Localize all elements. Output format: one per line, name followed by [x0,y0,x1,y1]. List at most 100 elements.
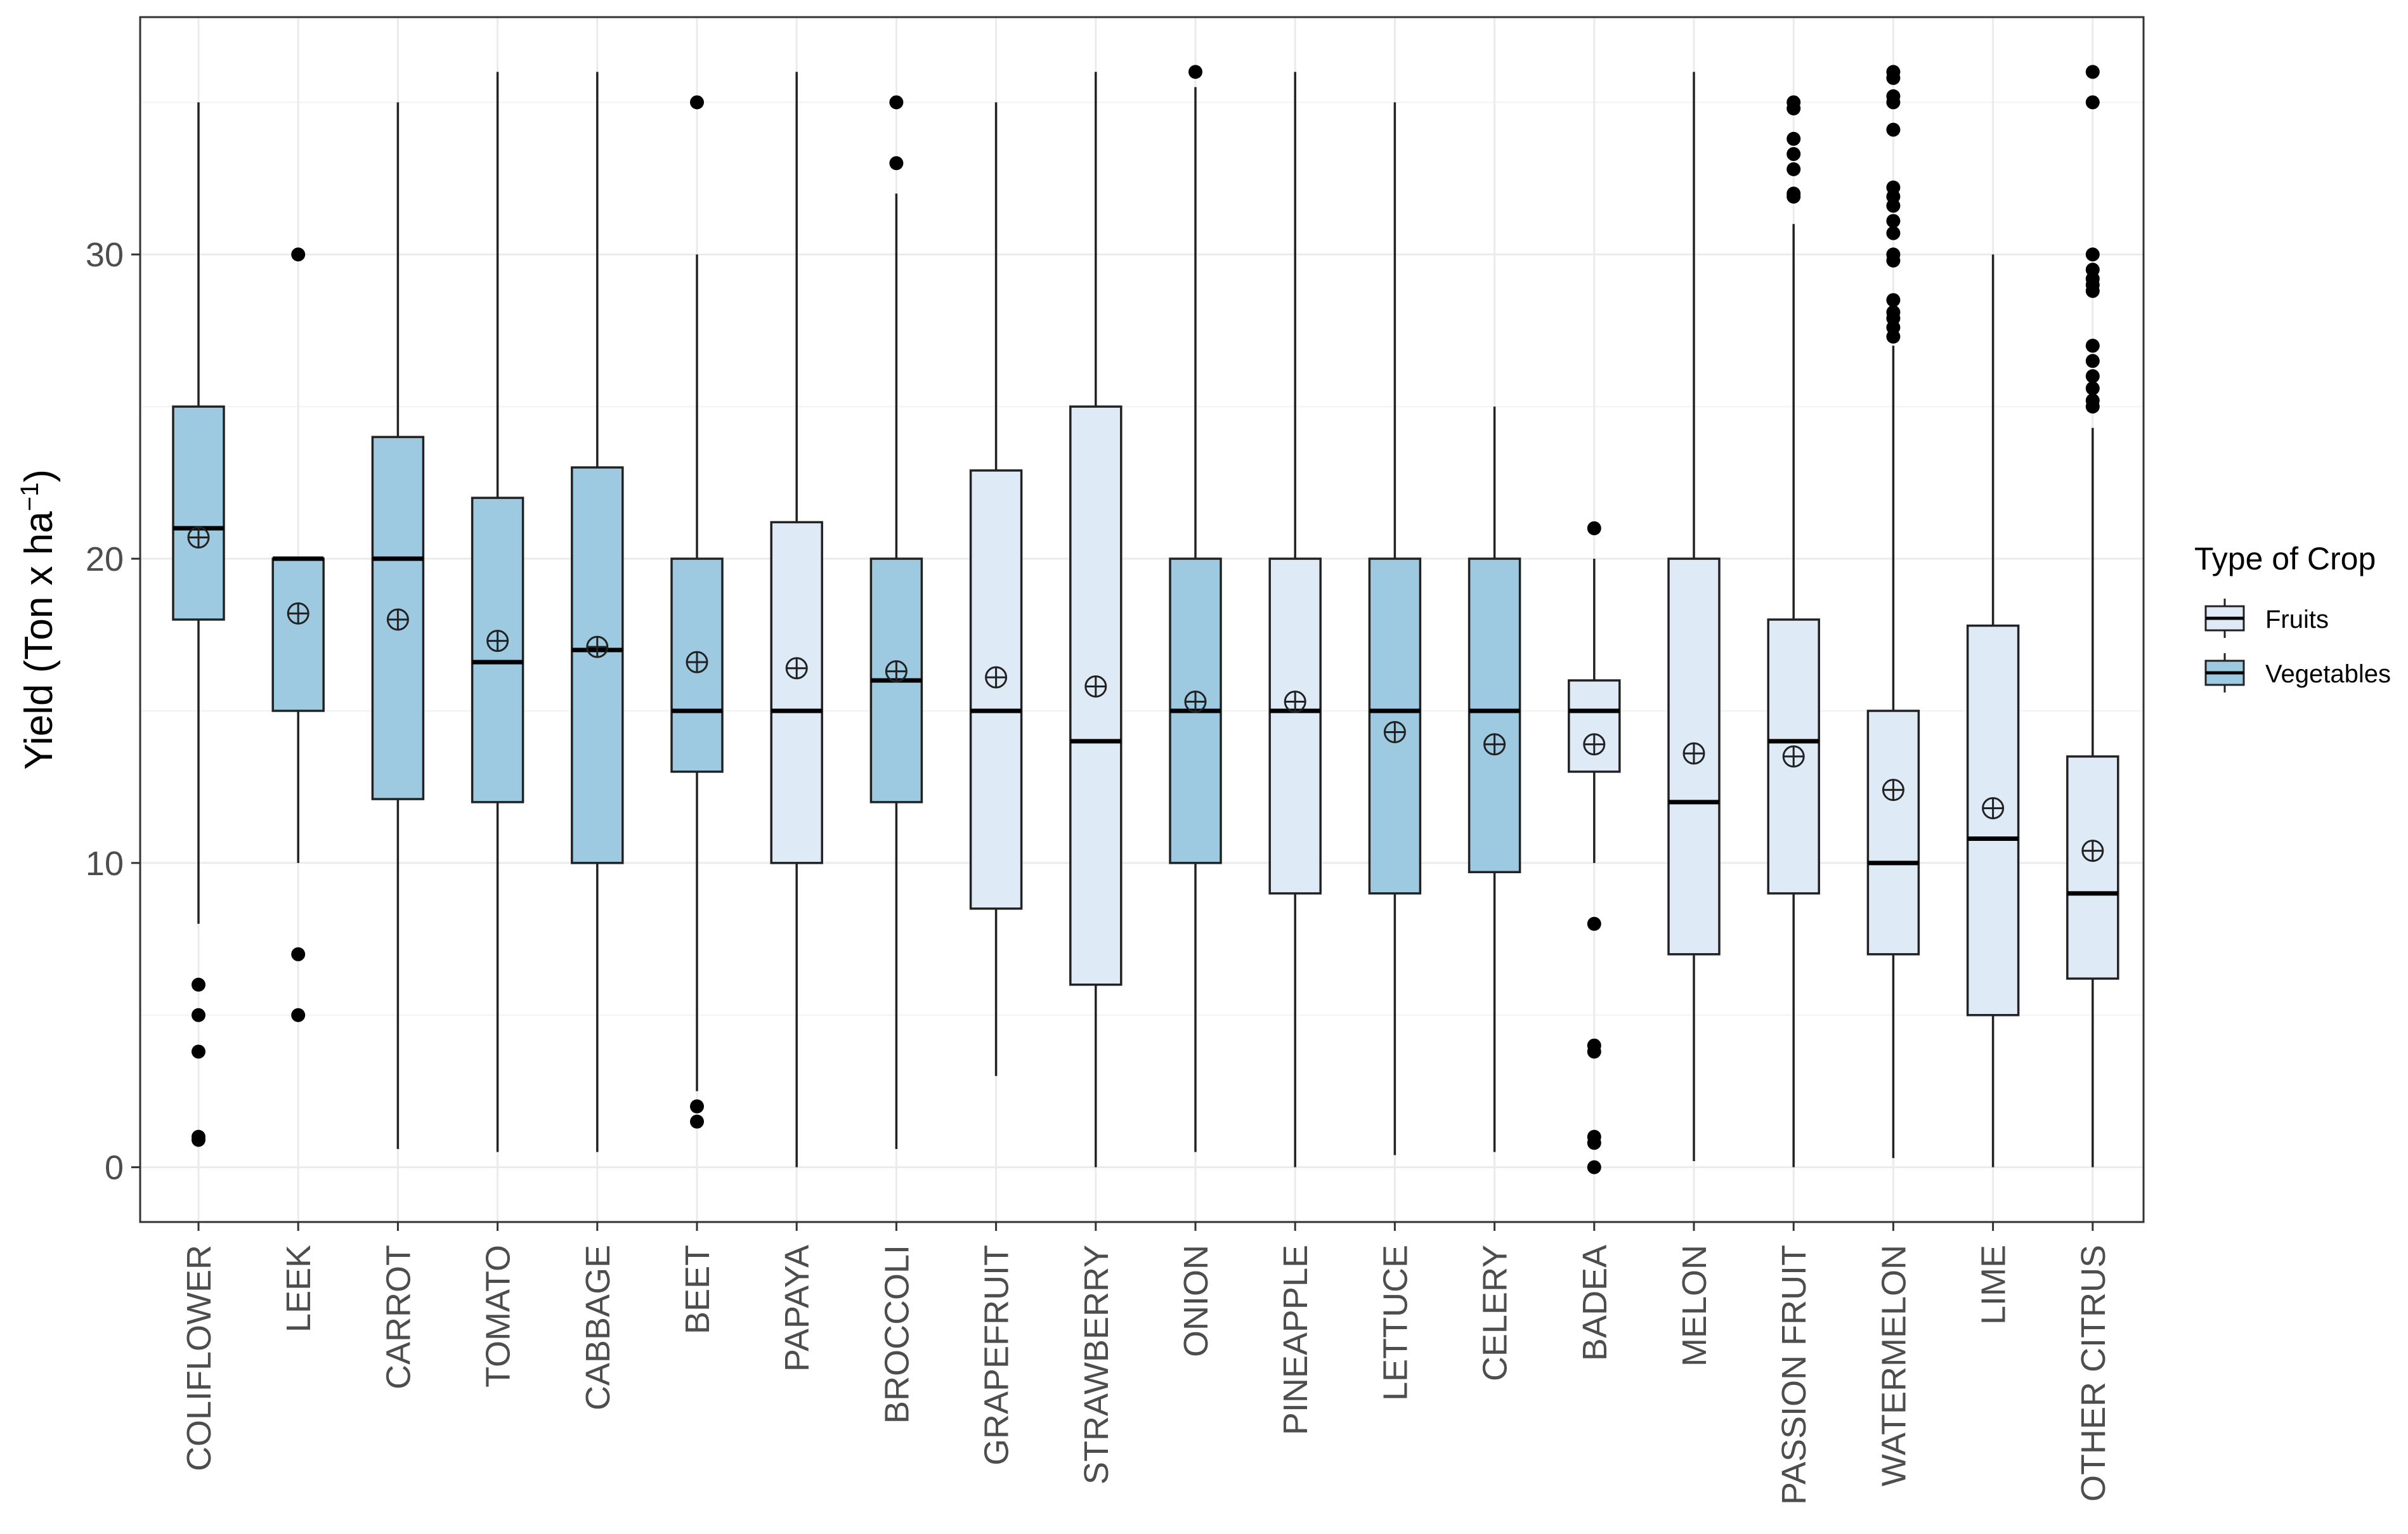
y-axis-title-base: Yield (Ton x ha [17,511,61,770]
legend-label-fruits: Fruits [2265,606,2329,634]
legend-key-vegetables [2204,653,2245,692]
box-tomato [471,72,524,1152]
x-tick-label: LEEK [280,1245,318,1332]
outlier-point [1886,329,1901,344]
box [770,521,823,864]
outlier-point [1587,521,1601,536]
outlier-point [2085,283,2100,298]
outlier-point [1886,198,1901,213]
outlier-point [1786,101,1801,115]
outlier-point [889,95,904,110]
outlier-point [1886,70,1901,85]
y-axis: 0 10 20 30 [86,236,140,1187]
box-watermelon [1866,65,1920,1159]
x-tick-label: BEET [679,1245,717,1334]
box-grapefruit [969,102,1023,1076]
legend-label-vegetables: Vegetables [2265,660,2391,688]
box-pineapple [1268,72,1322,1167]
outlier-point [1188,65,1202,79]
box [1268,557,1322,895]
outlier-point [2085,65,2100,79]
outlier-point [291,947,306,961]
legend: Type of Crop Fruits Vegetables [2194,541,2391,692]
y-tick-label: 20 [86,540,124,578]
outlier-point [2085,95,2100,110]
outlier-point [1886,253,1901,268]
legend-title: Type of Crop [2194,541,2376,576]
y-tick-label: 0 [105,1149,124,1187]
x-tick-label: CELERY [1476,1245,1514,1381]
box [1568,679,1621,773]
box [1966,624,2020,1017]
plot-panel [140,17,2144,1222]
box [969,469,1023,910]
box-cabbage [571,72,624,1152]
x-tick-label: CARROT [379,1245,417,1389]
box-melon [1667,72,1721,1162]
x-tick-label: STRAWBERRY [1077,1245,1116,1485]
box-papaya [770,72,823,1167]
outlier-point [192,1008,205,1022]
box-badea [1568,521,1621,1174]
x-tick-label: LIME [1975,1245,2013,1325]
outlier-point [2085,339,2100,353]
outlier-point [1786,146,1801,161]
plot-border [139,16,2145,1223]
box-leek [271,247,325,1022]
y-tick-label: 10 [86,845,124,883]
x-tick-label: PINEAPPLE [1277,1245,1315,1435]
x-tick-label: GRAPEFRUIT [978,1245,1016,1466]
outlier-point [192,1044,205,1059]
outlier-point [1886,293,1901,308]
box [271,557,325,712]
box [1468,557,1521,873]
outlier-point [2085,381,2100,396]
outlier-point [690,1114,704,1129]
box-lime [1966,254,2020,1167]
x-tick-label: COLIFLOWER [180,1245,218,1471]
box [2066,755,2119,980]
x-tick-label: LETTUCE [1376,1245,1414,1401]
box-beet [670,95,724,1129]
box-celery [1468,406,1521,1152]
x-tick-label: TOMATO [479,1245,517,1388]
x-tick-label: PAPAYA [778,1245,816,1372]
outlier-point [1786,131,1801,146]
box-carrot [371,102,425,1149]
box [172,405,225,621]
outlier-point [690,95,704,110]
box-lettuce [1368,102,1422,1155]
x-tick-label: PASSION FRUIT [1775,1245,1813,1505]
outlier-point [2085,369,2100,384]
x-tick-label: CABBAGE [579,1245,617,1410]
outlier-point [1886,226,1901,240]
outlier-point [690,1099,704,1114]
outlier-point [1886,95,1901,110]
x-tick-label: BADEA [1576,1245,1614,1361]
box-passion-fruit [1767,95,1820,1167]
outlier-point [1587,916,1601,931]
y-axis-title-superscript: −1 [16,483,44,512]
x-tick-label: OTHER CITRUS [2074,1245,2112,1502]
outlier-point [291,247,306,262]
boxes-layer [172,65,2119,1174]
outlier-point [1786,162,1801,176]
y-axis-title-close: ) [17,469,61,483]
y-axis-title: Yield (Ton x ha−1) [16,469,61,770]
x-tick-label: MELON [1676,1245,1714,1367]
x-tick-label: WATERMELON [1875,1245,1913,1486]
outlier-point [291,1008,306,1022]
x-tick-label: ONION [1177,1245,1215,1357]
box-coliflower [172,102,225,1147]
outlier-point [1587,1160,1601,1174]
outlier-point [2085,400,2100,414]
y-tick-label: 30 [86,236,124,274]
box [1368,557,1422,895]
box-broccoli [869,95,923,1149]
box [571,466,624,864]
outlier-point [1886,214,1901,228]
outlier-point [2085,247,2100,262]
outlier-point [1886,122,1901,137]
box-other-citrus [2066,65,2119,1167]
